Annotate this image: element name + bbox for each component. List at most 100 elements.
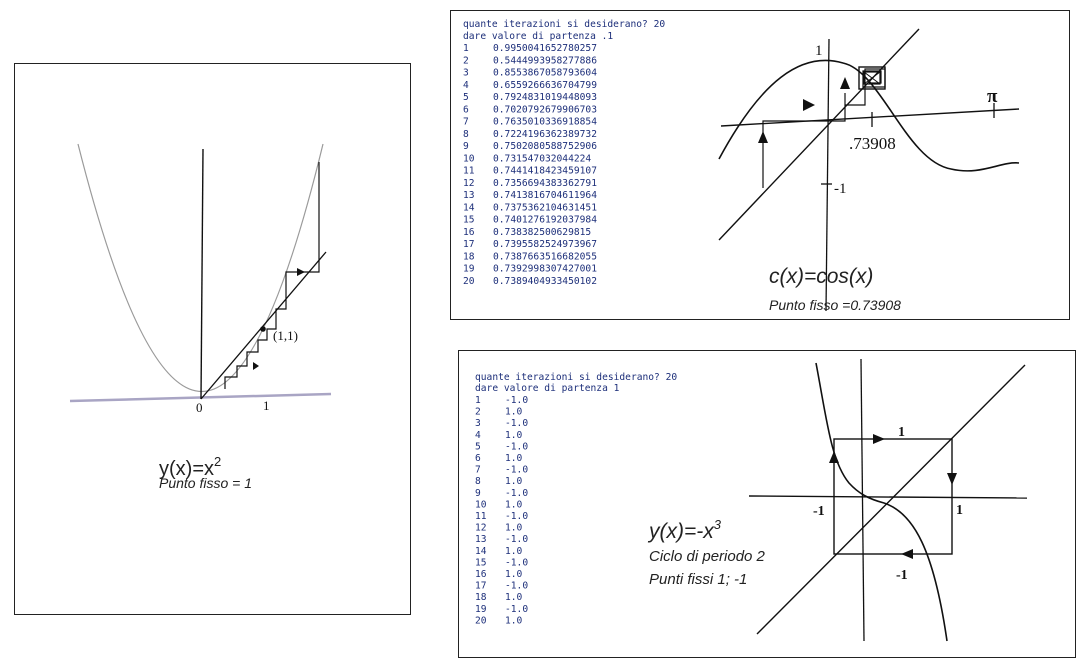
cobweb-cross (863, 71, 881, 85)
iteration-value: 0.7401276192037984 (493, 215, 597, 226)
iteration-number: 14 (475, 546, 487, 557)
iteration-number: 8 (463, 129, 469, 140)
label-one-right: 1 (956, 503, 963, 518)
cobweb-arrow (297, 268, 305, 276)
iteration-number: 5 (463, 92, 469, 103)
fixed-point-dot (260, 326, 266, 332)
console-prompt: quante iterazioni si desiderano? 20 (475, 372, 677, 383)
iteration-number: 9 (475, 488, 481, 499)
iteration-number: 9 (463, 141, 469, 152)
iteration-number: 20 (475, 615, 487, 626)
cobweb-spiral-box (863, 71, 881, 85)
cosine-curve (718, 59, 1020, 172)
y-axis (825, 38, 830, 312)
iteration-value: 0.7392998307427001 (493, 264, 597, 275)
iteration-value: 1.0 (505, 476, 523, 487)
iteration-value: 1.0 (505, 499, 523, 510)
cobweb-arrow-right (803, 99, 815, 111)
cubic-diagram: quante iterazioni si desiderano? 20 dare… (475, 358, 1028, 642)
iteration-number: 18 (475, 592, 487, 603)
iteration-value: 0.7224196362389732 (493, 129, 597, 140)
iteration-value: 0.9950041652780257 (493, 43, 597, 54)
parabola-curve (77, 143, 324, 393)
iteration-number: 17 (475, 581, 487, 592)
cosine-panel: quante iterazioni si desiderano? 20 dare… (450, 10, 1070, 320)
fixed-point-label: (1,1) (273, 328, 298, 343)
cobweb-path (224, 162, 320, 389)
iteration-number: 13 (463, 190, 475, 201)
iteration-number: 10 (475, 499, 487, 510)
iteration-number: 11 (463, 166, 475, 177)
iteration-value: -1.0 (505, 557, 528, 568)
iteration-number: 15 (463, 215, 475, 226)
formula-main: y(x)=-x (647, 520, 715, 543)
iteration-number: 5 (475, 441, 481, 452)
cycle-caption: Ciclo di periodo 2 (649, 548, 766, 565)
label-minus-one-left: -1 (813, 504, 825, 519)
iteration-value: -1.0 (505, 488, 528, 499)
console-prompt: quante iterazioni si desiderano? 20 (463, 19, 665, 30)
x-axis (720, 108, 1020, 127)
cycle-arrow-left (901, 549, 913, 559)
iteration-value: 0.7387663516682055 (493, 251, 597, 262)
iteration-number: 11 (475, 511, 487, 522)
iteration-number: 15 (475, 557, 487, 568)
formula-title: y(x)=x2 (159, 454, 221, 480)
iteration-value: 0.8553867058793604 (493, 68, 597, 79)
console-start-value: dare valore di partenza 1 (475, 383, 620, 394)
cosine-diagram: quante iterazioni si desiderano? 20 dare… (463, 19, 1020, 313)
parabola-diagram: (1,1) 0 1 y(x)=x2 Punto fisso = 1 (69, 143, 332, 491)
iteration-number: 2 (475, 407, 481, 418)
cubic-console-output: quante iterazioni si desiderano? 20 dare… (475, 372, 677, 626)
iteration-value: 0.7413816704611964 (493, 190, 597, 201)
iteration-value: -1.0 (505, 534, 528, 545)
iteration-number: 3 (463, 68, 469, 79)
cobweb-spiral-box (858, 66, 886, 90)
iteration-number: 19 (463, 264, 475, 275)
identity-line (756, 364, 1026, 635)
iteration-value: 0.7020792679906703 (493, 104, 597, 115)
iteration-value: -1.0 (505, 465, 528, 476)
iteration-value: 0.7395582524973967 (493, 239, 597, 250)
iteration-number: 7 (475, 465, 481, 476)
cosine-console-output: quante iterazioni si desiderano? 20 dare… (463, 19, 665, 287)
iteration-value: 0.731547032044224 (493, 153, 591, 164)
cubic-curve (815, 362, 948, 642)
label-minus-one-bottom: -1 (896, 568, 908, 583)
iteration-value: -1.0 (505, 511, 528, 522)
label-fixed-point: .73908 (849, 134, 896, 153)
iteration-number: 12 (475, 523, 487, 534)
cobweb-arrow-up (758, 131, 768, 143)
iteration-number: 7 (463, 117, 469, 128)
iteration-number: 13 (475, 534, 487, 545)
iteration-value: 1.0 (505, 569, 523, 580)
iteration-value: 1.0 (505, 523, 523, 534)
iteration-number: 14 (463, 202, 475, 213)
iteration-number: 8 (475, 476, 481, 487)
y-axis (860, 358, 865, 642)
iteration-value: -1.0 (505, 395, 528, 406)
iteration-number: 4 (463, 80, 469, 91)
iteration-value: 0.738382500629815 (493, 227, 591, 238)
iteration-number: 12 (463, 178, 475, 189)
console-start-value: dare valore di partenza .1 (463, 31, 613, 42)
x-axis (748, 495, 1028, 499)
iteration-value: 0.7502080588752906 (493, 141, 597, 152)
label-minus-one: -1 (834, 181, 847, 197)
iteration-value: 0.6559266636704799 (493, 80, 597, 91)
parabola-panel: (1,1) 0 1 y(x)=x2 Punto fisso = 1 (14, 63, 411, 615)
y-axis (200, 148, 204, 400)
tick-label-one: 1 (263, 398, 270, 413)
iteration-number: 18 (463, 251, 475, 262)
fixed-point-caption: Punto fisso =0.73908 (769, 297, 901, 313)
iteration-value: 0.5444993958277886 (493, 55, 597, 66)
formula-title: c(x)=cos(x) (769, 265, 873, 288)
iteration-number: 10 (463, 153, 475, 164)
identity-line (200, 251, 327, 400)
formula-exponent: 2 (214, 454, 221, 469)
iteration-value: 1.0 (505, 615, 523, 626)
iteration-number: 16 (463, 227, 475, 238)
identity-line (718, 28, 920, 241)
iteration-number: 6 (463, 104, 469, 115)
iteration-value: 1.0 (505, 430, 523, 441)
